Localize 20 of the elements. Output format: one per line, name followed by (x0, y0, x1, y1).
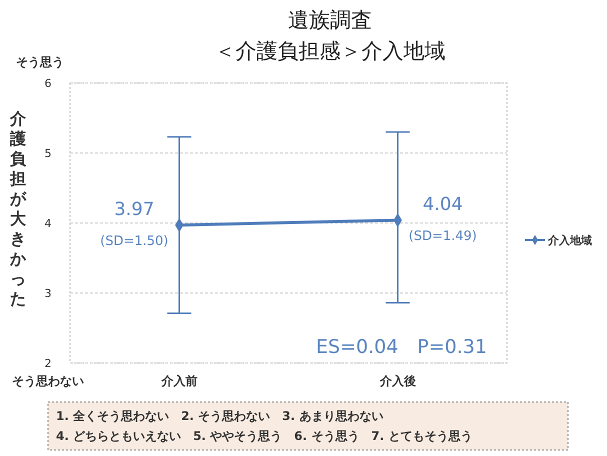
y-tick-label: 4 (44, 217, 52, 230)
legend-label: 介入地域 (547, 234, 592, 247)
annotation: (SD=1.50) (100, 234, 168, 250)
annotation: ES=0.04 P=0.31 (316, 336, 487, 358)
data-label: 3.97 (114, 199, 154, 220)
data-label: 4.04 (422, 194, 463, 216)
y-tick-label: 6 (44, 77, 52, 90)
chart-subtitle: ＜介護負担感＞介入地域 (214, 39, 446, 63)
annotation: (SD=1.49) (408, 229, 477, 244)
y-tick-label: 5 (44, 147, 52, 160)
y-tick-label: 3 (44, 287, 52, 300)
text: そう思わない (12, 374, 84, 388)
text: 1. 全くそう思わない 2. そう思わない 3. あまり思わない (56, 409, 384, 423)
chart-title: 遺族調査 (288, 8, 372, 32)
x-tick-label: 介入後 (378, 374, 416, 388)
x-tick-label: 介入前 (160, 374, 198, 388)
text: 介護負担が大きかった (10, 109, 26, 308)
text: そう思う (16, 55, 64, 69)
text: 4. どちらともいえない 5. ややそう思う 6. そう思う 7. とてもそう思う (56, 429, 472, 443)
y-tick-label: 2 (44, 357, 52, 370)
